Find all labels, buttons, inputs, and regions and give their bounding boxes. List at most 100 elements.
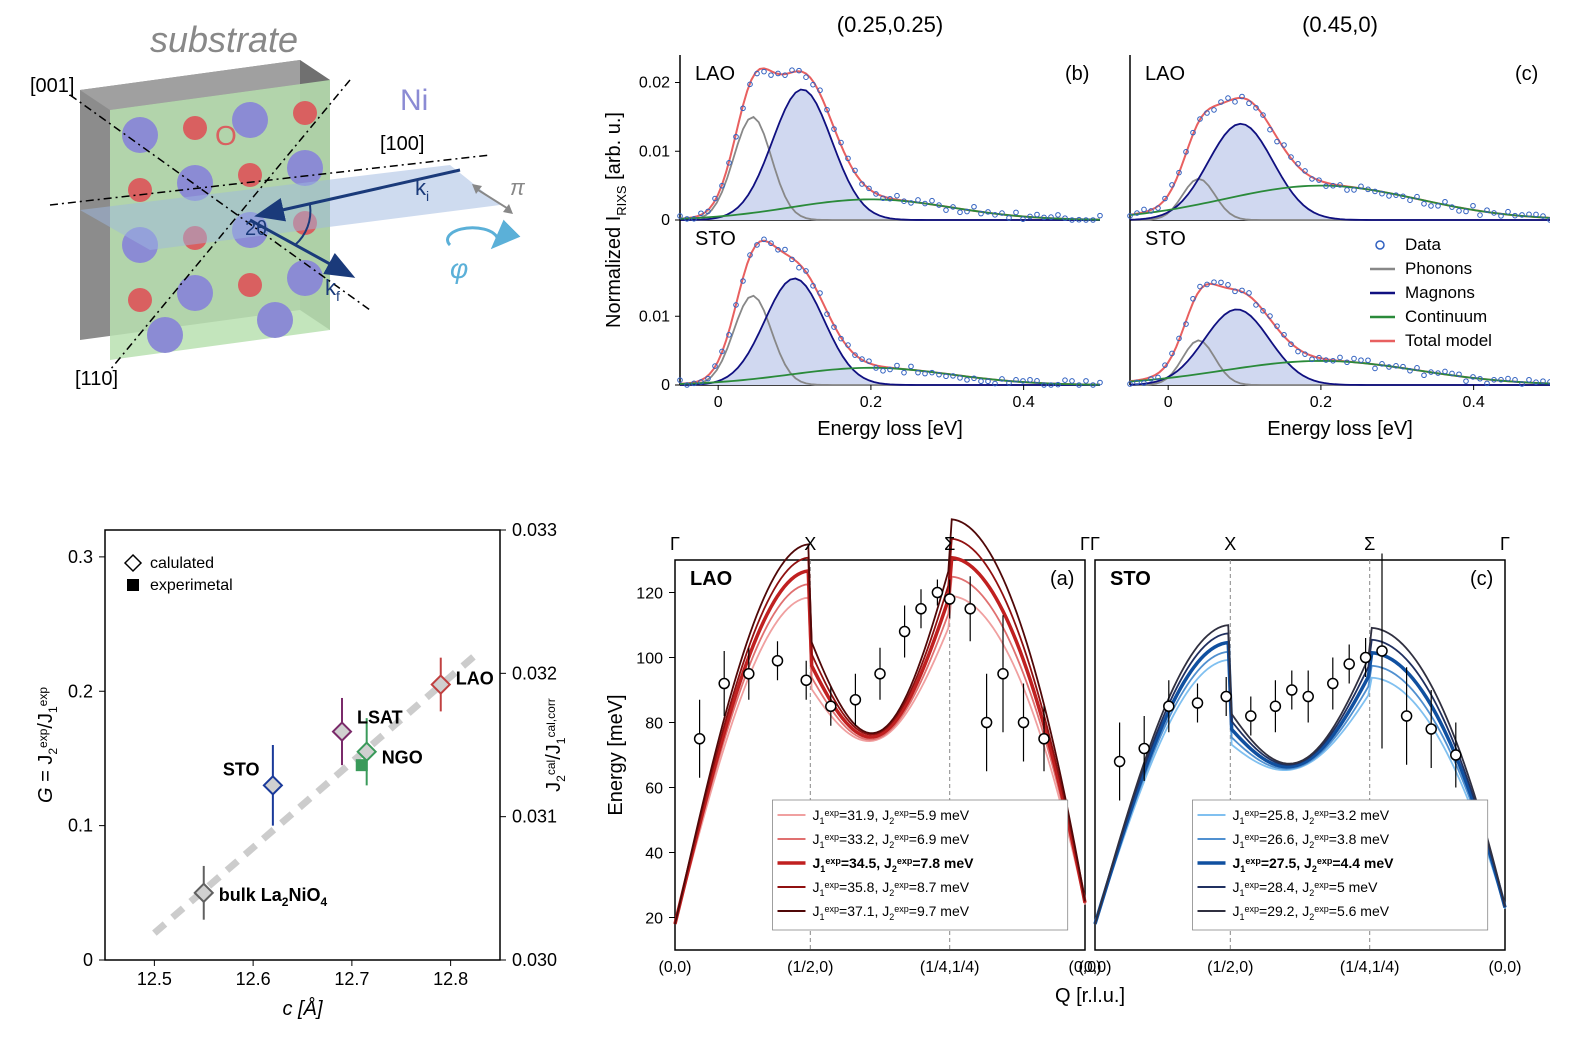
data-marker	[1361, 653, 1371, 663]
data-marker	[1287, 685, 1297, 695]
data-point	[1422, 373, 1427, 378]
data-marker	[916, 604, 926, 614]
data-marker	[900, 627, 910, 637]
data-marker	[982, 718, 992, 728]
y-axis-label: Normalized IRIXS [arb. u.]	[603, 112, 629, 328]
data-point	[1527, 377, 1532, 382]
ytick-right: 0.032	[512, 663, 557, 683]
ytick: 100	[636, 651, 663, 668]
xtick: 12.6	[236, 969, 271, 989]
bottom-tick: (0,0)	[1489, 959, 1522, 976]
bottom-tick: (1/4,1/4)	[1340, 959, 1400, 976]
data-marker	[1115, 757, 1125, 767]
bottom-tick: (1/4,1/4)	[920, 959, 980, 976]
ytick: 40	[645, 846, 663, 863]
data-point	[944, 208, 949, 213]
scatter-panel: 12.512.612.712.800.10.20.30.0300.0310.03…	[30, 500, 570, 1040]
bulk-label: bulk La2NiO4	[219, 885, 328, 909]
data-marker	[801, 675, 811, 685]
data-point	[1422, 201, 1427, 206]
data-marker	[1377, 646, 1387, 656]
panel-sample-label: LAO	[695, 63, 735, 85]
xtick-label: 0.4	[1013, 394, 1035, 411]
data-point	[909, 364, 914, 369]
data-point	[895, 363, 900, 368]
bottom-tick: (1/2,0)	[787, 959, 833, 976]
data-marker	[695, 734, 705, 744]
data-point	[1070, 379, 1075, 384]
data-point	[1464, 209, 1469, 214]
data-point	[1098, 213, 1103, 218]
data-marker	[1164, 701, 1174, 711]
xtick: 12.5	[137, 969, 172, 989]
xtick-label: 0.2	[860, 394, 882, 411]
rixs-svg: (0.25,0.25)(0.45,0)Normalized IRIXS [arb…	[600, 10, 1550, 490]
dispersion-panel: ΓXΣΓ(0,0)(1/2,0)(1/4,1/4)(0,0)LAO(a)J1ex…	[600, 515, 1550, 1045]
ytick-right: 0.033	[512, 520, 557, 540]
ytick-label: 0	[661, 377, 670, 394]
data-point	[1443, 369, 1448, 374]
rixs-subpanel: LAO(c)	[1128, 55, 1550, 222]
data-marker	[932, 588, 942, 598]
ytick-label: 0.02	[639, 75, 670, 92]
data-marker	[1246, 711, 1256, 721]
data-marker	[719, 679, 729, 689]
rixs-subpanel: 00.010.02LAO(b)	[639, 55, 1102, 229]
data-point	[762, 69, 767, 74]
xtick-label: 0	[1164, 394, 1173, 411]
data-point	[1226, 96, 1231, 101]
x-axis-label: Energy loss [eV]	[1267, 418, 1413, 440]
data-point	[1063, 378, 1068, 383]
data-point	[958, 210, 963, 215]
panel-sample-label: STO	[695, 228, 736, 250]
ytick-right: 0.030	[512, 950, 557, 970]
legend-calc: calulated	[150, 555, 214, 572]
dir-100: [100]	[380, 133, 424, 155]
legend-item: Phonons	[1405, 259, 1472, 278]
xtick-label: 0	[714, 394, 723, 411]
schematic-panel: substrate Ni O [001] [100] [110] ki kf 2…	[20, 10, 550, 390]
data-point	[1387, 194, 1392, 199]
data-point	[1429, 204, 1434, 209]
top-tick: Σ	[944, 534, 955, 554]
ytick-label: 0.01	[639, 308, 670, 325]
ytick-label: 0.01	[639, 143, 670, 160]
data-marker	[1328, 679, 1338, 689]
ytick-left: 0.2	[68, 681, 93, 701]
dispersion-legend: J1exp=31.9, J2exp=5.9 meVJ1exp=33.2, J2e…	[773, 800, 1068, 930]
col-title: (0.45,0)	[1302, 12, 1378, 37]
x-axis-label: Energy loss [eV]	[817, 418, 963, 440]
data-point	[1084, 379, 1089, 384]
data-point	[1338, 355, 1343, 360]
data-marker	[1221, 692, 1231, 702]
data-point	[1028, 377, 1033, 382]
legend-item: Total model	[1405, 331, 1492, 350]
ytick-left: 0.1	[68, 816, 93, 836]
data-marker	[850, 695, 860, 705]
ytick: 60	[645, 781, 663, 798]
kf-label: kf	[325, 275, 340, 304]
x-axis-label: Q [r.l.u.]	[1055, 985, 1125, 1007]
legend-item: Data	[1405, 235, 1441, 254]
phi-label: φ	[450, 253, 468, 284]
data-point	[1506, 209, 1511, 214]
phi-arrow	[448, 228, 498, 245]
ytick: 20	[645, 911, 663, 928]
data-point	[1226, 282, 1231, 287]
top-tick: X	[804, 534, 816, 554]
subpanel-label: (a)	[1050, 568, 1074, 590]
point-label: STO	[223, 759, 260, 779]
data-point	[1056, 213, 1061, 218]
data-point	[1233, 100, 1238, 105]
data-point	[783, 247, 788, 252]
data-marker	[1451, 750, 1461, 760]
y-axis-label-left: G = J2exp/J1exp	[35, 687, 60, 803]
pi-label: π	[510, 175, 526, 200]
scatter-svg: 12.512.612.712.800.10.20.30.0300.0310.03…	[30, 500, 570, 1040]
dispersion-svg: ΓXΣΓ(0,0)(1/2,0)(1/4,1/4)(0,0)LAO(a)J1ex…	[600, 515, 1550, 1045]
data-marker	[1303, 692, 1313, 702]
ytick-label: 0	[661, 212, 670, 229]
bottom-tick: (1/2,0)	[1207, 959, 1253, 976]
data-point	[1345, 188, 1350, 193]
xtick-label: 0.4	[1463, 394, 1485, 411]
